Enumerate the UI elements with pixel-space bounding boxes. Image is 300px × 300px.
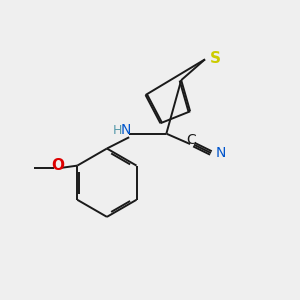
Text: N: N — [120, 123, 131, 137]
Text: C: C — [187, 133, 196, 147]
Text: N: N — [216, 146, 226, 160]
Text: O: O — [51, 158, 64, 173]
Text: H: H — [113, 124, 123, 136]
Text: S: S — [210, 51, 221, 66]
